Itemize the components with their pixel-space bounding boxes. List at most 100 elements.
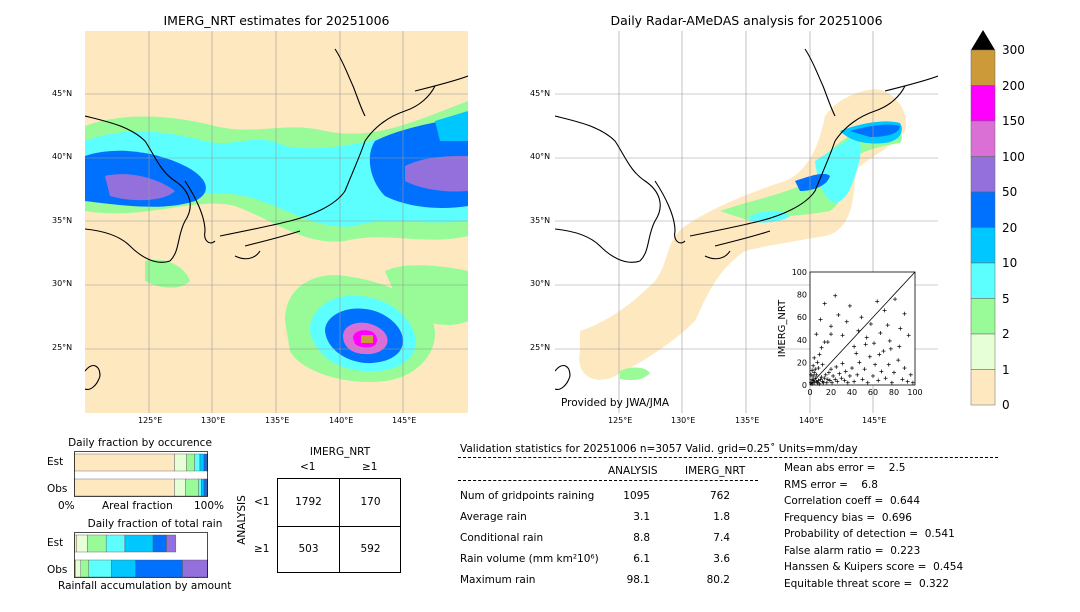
left-lon-axis: 125°E 130°E 135°E 140°E 145°E — [85, 416, 468, 428]
total-rain-obs-label: Obs — [47, 564, 68, 576]
contingency-row-header: ANALYSIS — [236, 495, 248, 545]
scatter-point — [852, 379, 857, 384]
total-rain-bar-segment — [75, 559, 81, 578]
scatter-point — [812, 370, 817, 375]
total-rain-title: Daily fraction of total rain — [87, 518, 223, 530]
lon-label: 130°E — [671, 416, 696, 425]
colorbar-swatch — [970, 333, 996, 370]
scatter-point — [819, 345, 824, 350]
validation-row-analysis: 6.1 — [633, 553, 650, 565]
occurrence-bar-segment — [74, 478, 175, 497]
occurrence-x-max: 100% — [194, 500, 225, 512]
lon-label: 130°E — [201, 416, 226, 425]
scatter-point — [902, 311, 907, 316]
scatter-point — [888, 346, 893, 351]
scatter-point — [818, 317, 823, 322]
scatter-point — [897, 344, 902, 349]
scatter-point — [809, 372, 814, 377]
scatter-point — [868, 321, 873, 326]
validation-row-imerg: 3.6 — [713, 553, 730, 565]
scatter-point — [892, 370, 896, 375]
scatter-point — [855, 372, 860, 377]
occurrence-bar-segment — [74, 453, 175, 472]
occurrence-bar-segment — [174, 453, 187, 472]
validation-row-imerg: 80.2 — [706, 574, 730, 586]
scatter-point — [873, 362, 878, 367]
right-map-title: Daily Radar-AMeDAS analysis for 20251006 — [610, 13, 883, 28]
scatter-point — [902, 366, 907, 371]
scatter-x-tick: 0 — [807, 388, 812, 397]
scatter-point — [881, 349, 886, 354]
lon-label: 125°E — [138, 416, 163, 425]
total-rain-bar-segment — [124, 534, 154, 553]
validation-row-label: Maximum rain — [460, 574, 536, 586]
lat-label: 30°N — [52, 279, 73, 288]
colorbar-swatch — [970, 227, 996, 264]
scatter-point — [864, 335, 869, 340]
scatter-point — [878, 331, 883, 336]
lon-label: 145°E — [862, 416, 887, 425]
lon-label: 135°E — [265, 416, 290, 425]
total-rain-bar-segment — [111, 559, 136, 578]
contingency-table: 1792 170 503 592 — [277, 478, 401, 573]
validation-row-analysis: 1095 — [623, 490, 650, 502]
validation-row-analysis: 3.1 — [633, 511, 650, 523]
validation-score: Frequency bias = 0.696 — [784, 511, 912, 524]
scatter-point — [829, 367, 833, 372]
occurrence-bar-segment — [199, 453, 205, 472]
scatter-point — [822, 301, 827, 306]
scatter-y-tick: 60 — [797, 313, 807, 322]
scatter-point — [859, 315, 864, 320]
scatter-point — [810, 381, 815, 386]
occurrence-bar-segment — [201, 478, 205, 497]
contingency-cell: 503 — [298, 543, 319, 555]
scatter-x-tick: 20 — [826, 388, 836, 397]
lat-label: 35°N — [52, 216, 73, 225]
scatter-point — [898, 326, 903, 331]
total-rain-bar-segment — [88, 559, 112, 578]
scatter-point — [822, 376, 827, 381]
colorbar-level-label: 150 — [1002, 114, 1025, 128]
validation-col-imerg: IMERG_NRT — [685, 465, 746, 477]
validation-header: Validation statistics for 20251006 n=305… — [460, 443, 858, 455]
validation-row-imerg: 7.4 — [713, 532, 730, 544]
lat-label: 45°N — [52, 89, 73, 98]
total-rain-bar-segment — [87, 534, 107, 553]
colorbar-level-label: 300 — [1002, 43, 1025, 57]
scatter-point — [825, 340, 830, 345]
colorbar-swatch — [970, 120, 996, 157]
colorbar-level-label: 20 — [1002, 220, 1018, 235]
scatter-point — [812, 355, 817, 360]
validation-row-label: Conditional rain — [460, 532, 544, 544]
scatter-x-tick: 80 — [889, 388, 899, 397]
scatter-x-tick: 40 — [847, 388, 857, 397]
lat-label: 40°N — [52, 152, 73, 161]
scatter-point — [811, 363, 816, 368]
scatter-point — [831, 373, 836, 378]
scatter-ylabel: IMERG_NRT — [777, 299, 788, 357]
scatter-point — [819, 375, 824, 380]
scatter-point — [887, 338, 892, 343]
scatter-point — [829, 324, 833, 329]
validation-score: Equitable threat score = 0.322 — [784, 577, 950, 590]
left-map-title: IMERG_NRT estimates for 20251006 — [163, 13, 390, 28]
total-rain-bar-segment — [166, 534, 177, 553]
scatter-point — [814, 372, 819, 377]
occurrence-bar-segment — [198, 478, 202, 497]
scatter-point — [835, 379, 840, 384]
scatter-point — [816, 366, 821, 371]
data-credit: Provided by JWA/JMA — [561, 397, 670, 409]
contingency-row-label: <1 — [254, 496, 270, 508]
occurrence-title: Daily fraction by occurence — [68, 437, 212, 449]
scatter-point — [856, 328, 861, 333]
scatter-diagonal — [809, 271, 916, 386]
contingency-col-label: <1 — [300, 461, 316, 473]
total-rain-bar-segment — [105, 534, 126, 553]
lat-label: 40°N — [530, 152, 551, 161]
lat-label: 35°N — [530, 216, 551, 225]
scatter-point — [871, 373, 875, 378]
scatter-y-tick: 80 — [797, 291, 807, 300]
contingency-row-label: ≥1 — [254, 543, 270, 555]
lat-label: 30°N — [530, 279, 551, 288]
scatter-point — [833, 293, 838, 298]
